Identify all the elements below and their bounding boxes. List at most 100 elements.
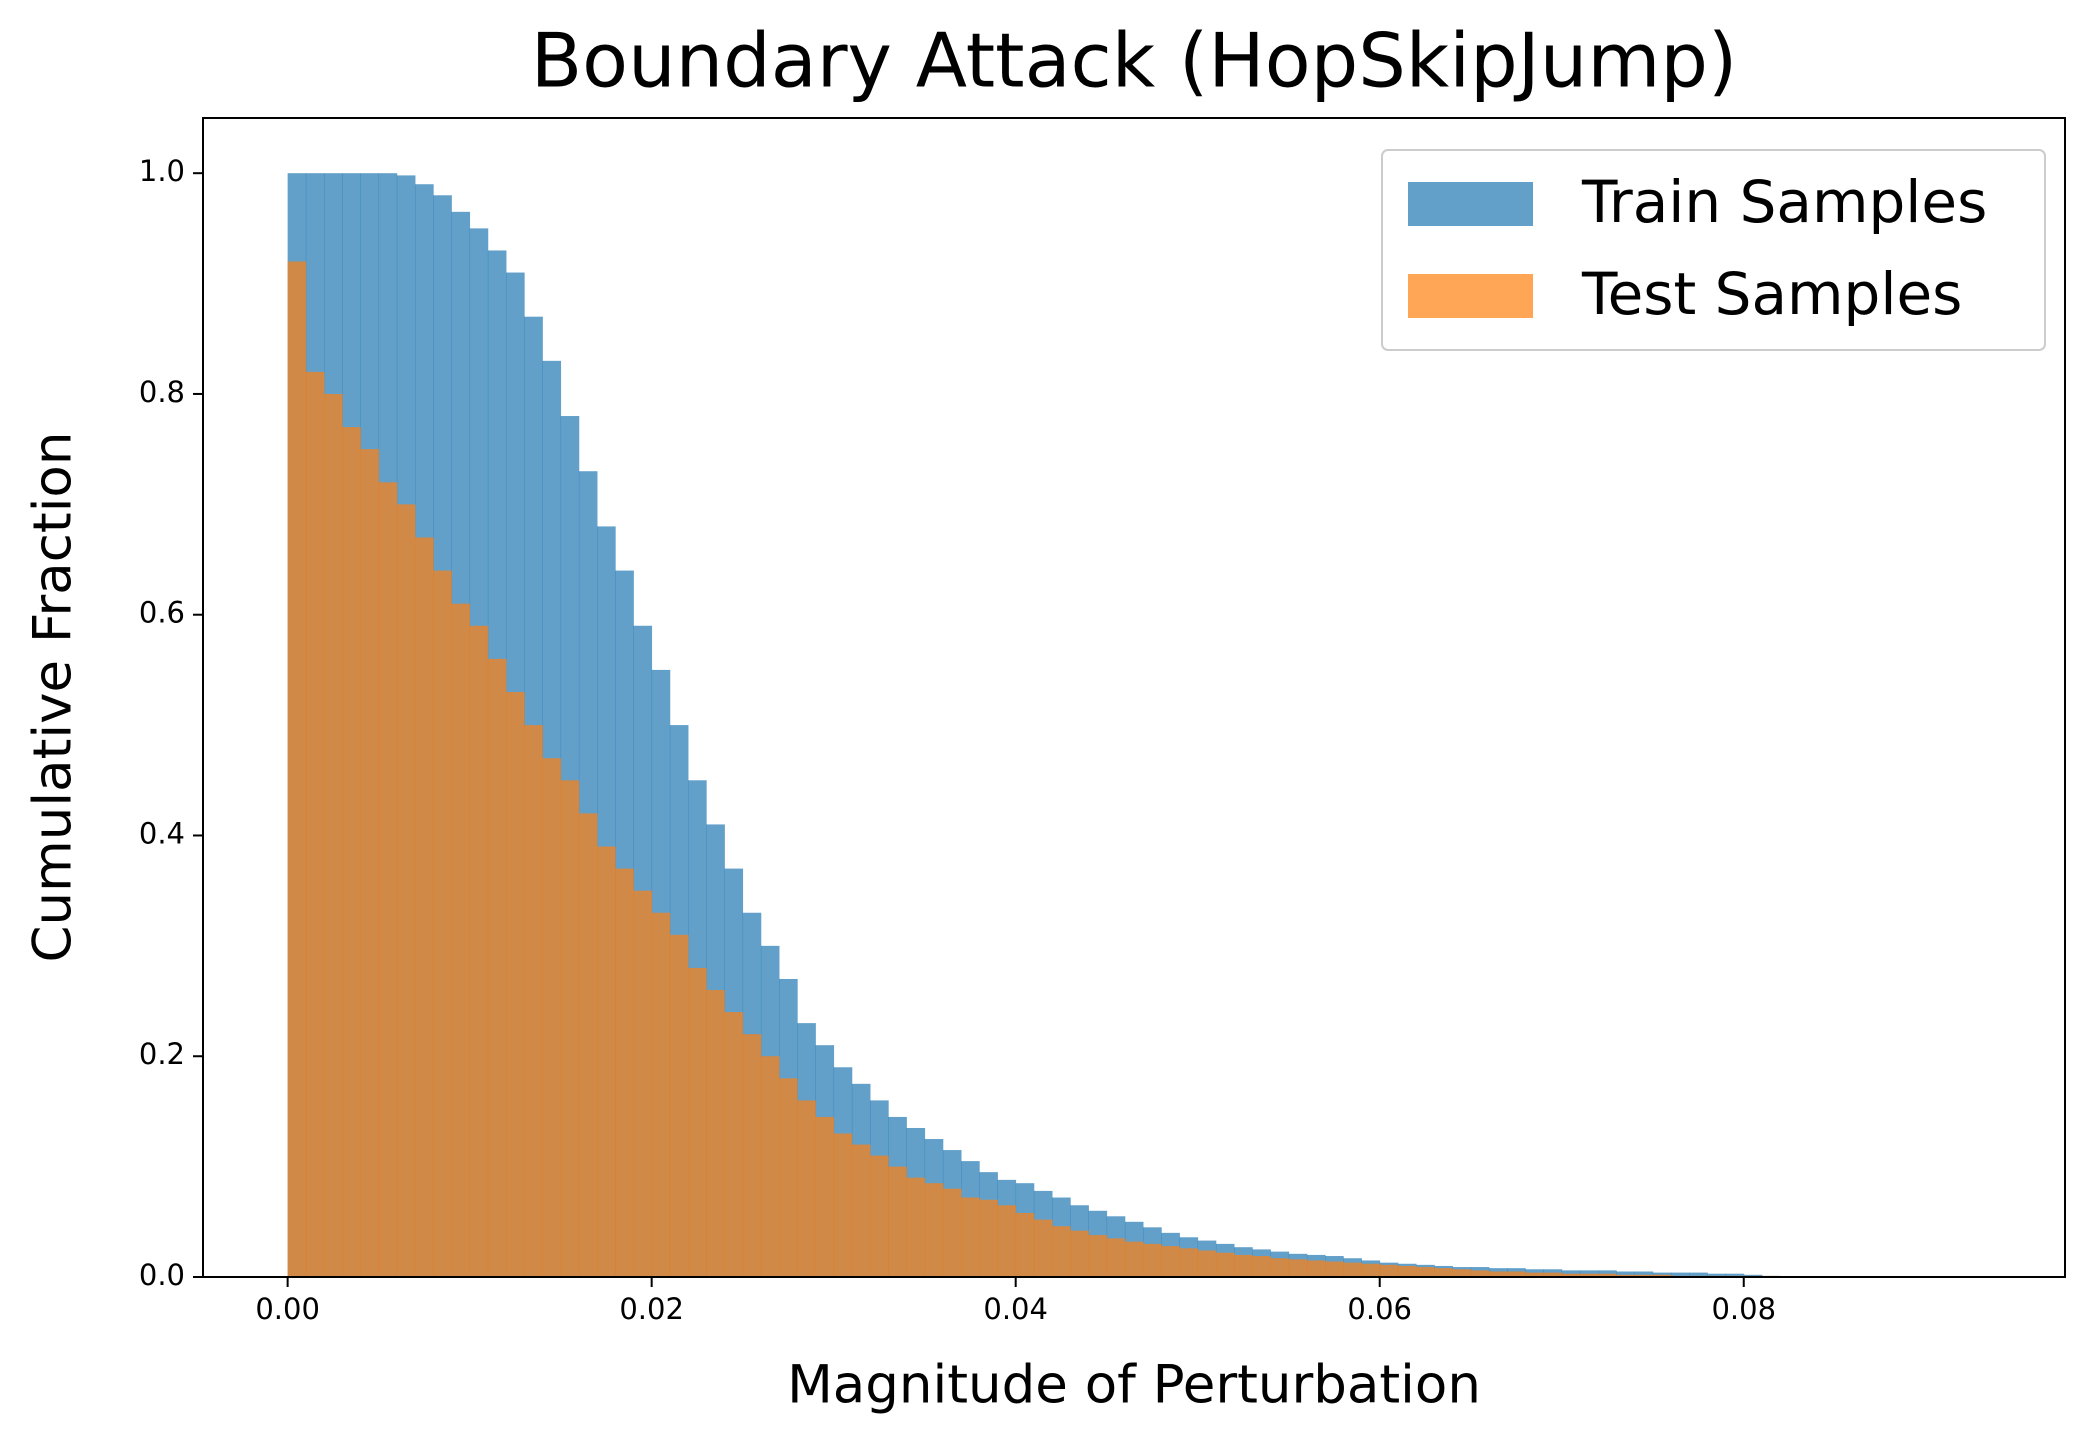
bar [1288,1259,1308,1277]
bar [833,1133,853,1277]
bar [1161,1246,1180,1277]
bar [524,725,543,1277]
bar [1616,1274,1635,1277]
bar [870,1155,889,1277]
bar [578,813,598,1277]
bar [1270,1258,1290,1277]
bar [1416,1267,1435,1277]
bar [1252,1256,1271,1277]
chart-title: Boundary Attack (HopSkipJump) [531,17,1738,105]
bar [906,1177,926,1277]
bar [797,1100,816,1277]
legend-label: Test Samples [1581,260,1962,328]
x-tick-label: 0.00 [255,1292,320,1326]
bar [1379,1264,1399,1277]
bar [1616,1271,1635,1277]
bar [1052,1226,1071,1277]
y-tick-label: 0.4 [139,816,185,850]
bar [688,967,707,1277]
bar [1088,1235,1108,1277]
bar [1598,1273,1617,1277]
bar [669,934,689,1277]
bar [1106,1238,1126,1277]
bar [1397,1265,1417,1277]
bar [360,449,380,1278]
bar [1033,1219,1053,1277]
bar [542,758,562,1277]
bar [851,1144,871,1277]
bar [1325,1261,1344,1277]
bar [724,1012,744,1277]
bar [506,691,525,1277]
bar [888,1166,907,1277]
bar [1488,1271,1508,1277]
bar [597,846,616,1277]
bar [1361,1263,1381,1277]
bar [924,1183,944,1277]
y-tick-label: 0.2 [139,1037,185,1071]
bar [706,990,725,1277]
y-tick-label: 0.0 [139,1258,185,1292]
bar [1015,1212,1035,1277]
bar [1707,1273,1726,1277]
bar [1579,1273,1599,1277]
bar [1507,1271,1526,1277]
x-tick-label: 0.06 [1347,1292,1412,1326]
bar [1215,1252,1235,1277]
bar [1434,1268,1453,1277]
bar [342,427,361,1278]
legend-label: Train Samples [1581,168,1987,236]
bar [433,570,452,1277]
bar [1234,1254,1253,1277]
bar [1725,1273,1745,1277]
x-tick-label: 0.04 [983,1292,1048,1326]
y-tick-label: 0.8 [139,375,185,409]
bar [815,1116,835,1277]
bar [1452,1269,1472,1277]
y-tick-label: 0.6 [139,596,185,630]
bar [560,780,580,1277]
plot-frame [202,117,2066,1278]
bar [1470,1270,1490,1277]
bar [1070,1230,1089,1277]
bar [1306,1260,1326,1277]
bar [415,537,434,1277]
bar [1143,1243,1162,1277]
legend-box [1381,149,2046,351]
bar [487,658,507,1277]
legend-swatch [1408,274,1533,318]
bar [1689,1272,1708,1277]
bar [1561,1273,1581,1277]
bar [760,1056,780,1277]
bar [1634,1271,1654,1277]
bar [615,868,634,1277]
bar [378,482,398,1277]
bar [396,504,416,1277]
bar [633,890,653,1277]
bar [997,1205,1017,1277]
bar [942,1188,962,1277]
bar [1670,1272,1690,1277]
y-tick-label: 1.0 [139,154,185,188]
bar [469,625,489,1277]
bar [651,912,671,1277]
bar [1197,1250,1217,1277]
bar [1543,1272,1563,1277]
bar [305,371,325,1277]
bar [287,261,307,1277]
y-axis-label: Cumulative Fraction [23,432,84,963]
bar [1343,1262,1362,1277]
bar [1179,1248,1199,1277]
bar [979,1199,998,1277]
x-tick-label: 0.02 [619,1292,684,1326]
bar [324,393,343,1277]
bar [961,1197,980,1277]
bar [451,603,471,1277]
x-axis-label: Magnitude of Perturbation [787,1355,1481,1416]
bar [1124,1241,1144,1277]
legend-swatch [1408,182,1533,226]
x-tick-label: 0.08 [1711,1292,1776,1326]
bar [742,1034,762,1277]
bar [1525,1272,1544,1277]
